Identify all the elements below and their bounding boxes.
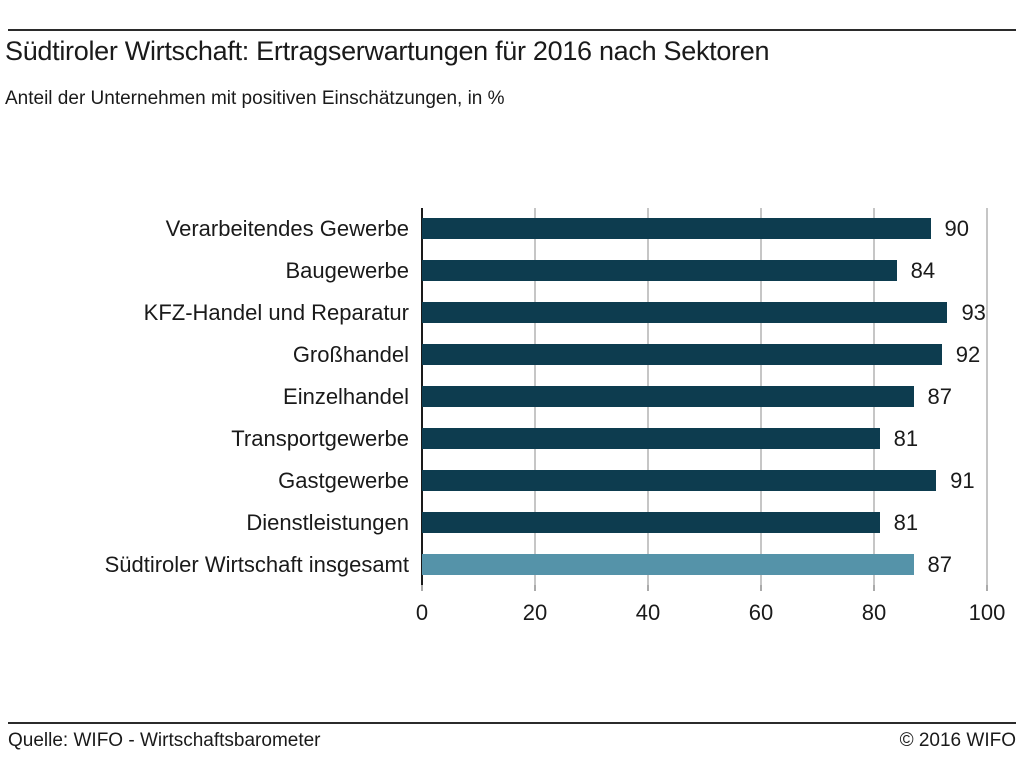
- bar-row: Großhandel 92: [293, 341, 987, 367]
- value-label: 87: [927, 551, 953, 577]
- footer: Quelle: WIFO - Wirtschaftsbarometer © 20…: [8, 730, 1016, 752]
- bar: [422, 344, 942, 365]
- plot-area: 0 20 40 60 80 100 Verarbeitendes Gewerbe 90 Baug…: [105, 208, 1005, 625]
- x-axis-tick-label-60: 60: [748, 600, 774, 625]
- bar-row: Gastgewerbe 91: [278, 467, 987, 493]
- x-axis-tick-label-20: 20: [522, 600, 548, 625]
- category-label: Dienstleistungen: [246, 509, 409, 535]
- category-label: Großhandel: [292, 341, 409, 367]
- page-title: Südtiroler Wirtschaft: Ertragserwartunge…: [5, 36, 770, 66]
- category-label: Transportgewerbe: [231, 425, 409, 451]
- bar-row: Südtiroler Wirtschaft insgesamt 87: [105, 551, 987, 577]
- value-label: 87: [927, 383, 953, 409]
- x-axis-tick-label-100: 100: [968, 600, 1006, 625]
- bar: [422, 386, 914, 407]
- gridline-x-100: [986, 208, 988, 585]
- top-rule: [8, 29, 1016, 31]
- bar-row: Verarbeitendes Gewerbe 90: [166, 215, 987, 241]
- value-label: 81: [893, 509, 919, 535]
- category-label: Südtiroler Wirtschaft insgesamt: [104, 551, 409, 577]
- source-note: Quelle: WIFO - Wirtschaftsbarometer: [8, 730, 321, 751]
- x-axis-tick-100: [986, 585, 988, 591]
- bar: [422, 470, 937, 491]
- bar-row: Einzelhandel 87: [283, 383, 987, 409]
- bar: [422, 302, 948, 323]
- x-axis-tick-40: [647, 585, 649, 591]
- footer-rule: [8, 722, 1016, 724]
- bar: [422, 260, 897, 281]
- value-label: 84: [910, 257, 936, 283]
- bar-row: Transportgewerbe 81: [231, 425, 987, 451]
- value-label: 91: [950, 467, 975, 493]
- x-axis-tick-60: [760, 585, 762, 591]
- value-label: 90: [944, 215, 969, 241]
- category-label: KFZ-Handel und Reparatur: [143, 299, 409, 325]
- value-label: 81: [893, 425, 919, 451]
- x-axis-tick-label-40: 40: [635, 600, 661, 625]
- bar-row: Dienstleistungen 81: [246, 509, 987, 535]
- x-axis-tick-80: [873, 585, 875, 591]
- bar-row: KFZ-Handel und Reparatur 93: [144, 299, 987, 325]
- x-axis-tick-20: [534, 585, 536, 591]
- bar-total-highlight: [422, 554, 914, 575]
- bar-row: Baugewerbe 84: [285, 257, 987, 283]
- category-label: Baugewerbe: [285, 257, 409, 283]
- x-axis-tick-0: [421, 585, 423, 591]
- bar: [422, 512, 880, 533]
- category-label: Einzelhandel: [283, 383, 409, 409]
- category-label: Gastgewerbe: [278, 467, 409, 493]
- copyright-note: © 2016 WIFO: [899, 730, 1016, 751]
- bar: [422, 218, 931, 239]
- value-label: 92: [955, 341, 981, 367]
- x-axis-tick-label-0: 0: [415, 600, 429, 625]
- page-subtitle: Anteil der Unternehmen mit positiven Ein…: [5, 88, 505, 109]
- value-label: 93: [961, 299, 986, 325]
- bar: [422, 428, 880, 449]
- x-axis-tick-label-80: 80: [861, 600, 887, 625]
- category-label: Verarbeitendes Gewerbe: [165, 215, 409, 241]
